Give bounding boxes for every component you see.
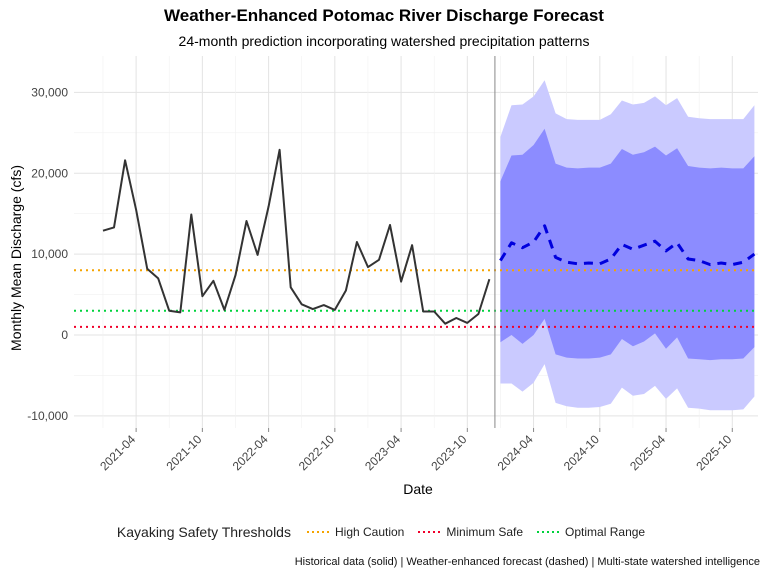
x-axis-label: Date: [403, 481, 433, 497]
x-tick-label: 2024-10: [561, 432, 602, 473]
legend-item-high-caution: High Caution: [305, 525, 404, 539]
x-tick-label: 2024-04: [495, 432, 536, 473]
legend-key-minimum-safe: [418, 531, 441, 533]
legend: Kayaking Safety Thresholds High Caution …: [0, 524, 768, 540]
legend-item-minimum-safe: Minimum Safe: [416, 525, 523, 539]
plot-area: -10,000 0 10,000 20,000 30,000 2021-04 2021-10…: [8, 56, 758, 497]
x-tick-label: 2022-04: [230, 432, 271, 473]
legend-label-optimal-range: Optimal Range: [565, 525, 646, 539]
x-tick-label: 2021-10: [163, 432, 204, 473]
legend-label-minimum-safe: Minimum Safe: [446, 525, 524, 539]
chart-caption: Historical data (solid) | Weather-enhanc…: [294, 556, 760, 568]
x-tick-label: 2023-04: [362, 432, 403, 473]
x-tick-label: 2025-10: [693, 432, 734, 473]
x-tick-label: 2021-04: [97, 432, 138, 473]
legend-key-high-caution: [306, 531, 329, 533]
legend-label-high-caution: High Caution: [334, 525, 405, 539]
y-tick-label: 10,000: [31, 247, 68, 261]
legend-key-optimal-range: [537, 531, 560, 533]
chart-subtitle: 24-month prediction incorporating waters…: [178, 33, 590, 49]
y-axis-label: Monthly Mean Discharge (cfs): [8, 165, 24, 351]
y-tick-label: 20,000: [31, 166, 68, 180]
y-tick-label: -10,000: [27, 409, 68, 423]
line-layer: [102, 56, 756, 428]
x-tick-label: 2025-04: [627, 432, 668, 473]
historical-series-line: [102, 148, 491, 325]
legend-item-optimal-range: Optimal Range: [535, 525, 645, 539]
y-tick-label: 0: [61, 328, 68, 342]
y-tick-label: 30,000: [31, 85, 68, 99]
legend-title: Kayaking Safety Thresholds: [116, 524, 291, 540]
x-tick-label: 2023-10: [428, 432, 469, 473]
forecast-band-80: [500, 128, 755, 361]
chart-title: Weather-Enhanced Potomac River Discharge…: [164, 6, 604, 25]
x-tick-label: 2022-10: [296, 432, 337, 473]
forecast-mean-line: [499, 224, 756, 267]
